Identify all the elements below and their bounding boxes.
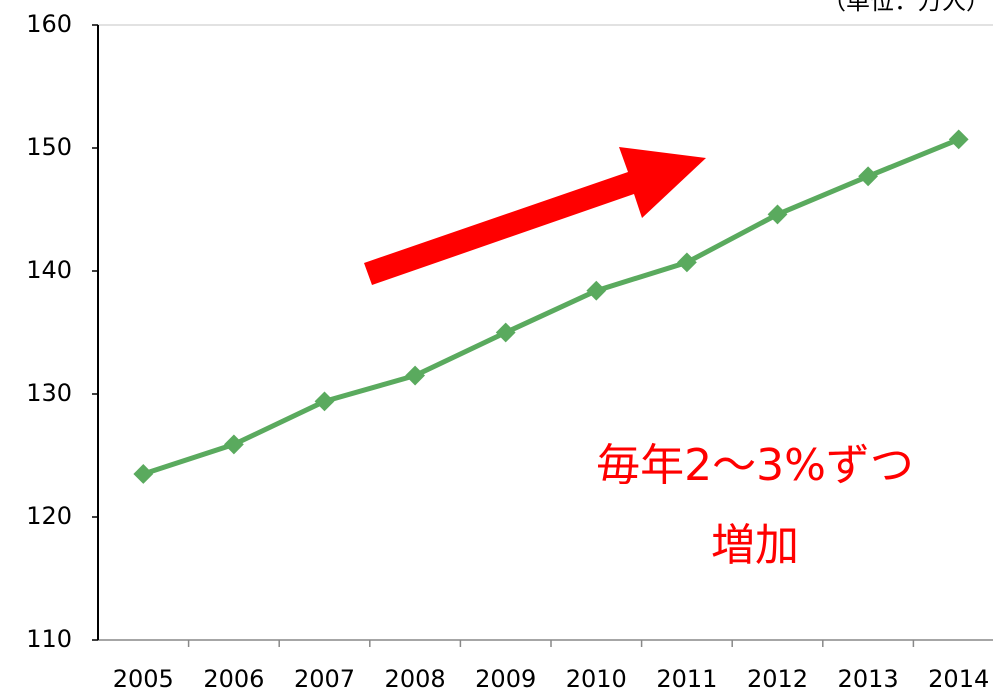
series-line xyxy=(142,137,960,477)
data-point xyxy=(767,204,788,225)
data-point xyxy=(495,322,516,343)
y-tick-label: 150 xyxy=(26,133,72,161)
x-tick-label: 2005 xyxy=(113,665,174,693)
trend-arrow xyxy=(364,147,706,285)
data-point xyxy=(314,391,335,412)
annotation: 増加 xyxy=(711,520,799,571)
x-tick-label: 2011 xyxy=(656,665,717,693)
x-tick-label: 2007 xyxy=(294,665,355,693)
x-tick-label: 2009 xyxy=(475,665,536,693)
x-tick-label: 2010 xyxy=(566,665,627,693)
y-tick-label: 120 xyxy=(26,502,72,530)
x-tick-label: 2006 xyxy=(203,665,264,693)
data-point xyxy=(405,365,425,386)
annotation: 毎年2〜3%ずつ xyxy=(596,440,914,491)
y-tick-label: 140 xyxy=(26,256,72,284)
y-tick-label: 160 xyxy=(26,10,72,38)
data-point xyxy=(677,252,697,273)
x-tick-label: 2014 xyxy=(928,665,989,693)
data-point xyxy=(586,280,607,301)
x-tick-label: 2013 xyxy=(838,665,899,693)
x-tick-label: 2012 xyxy=(747,665,808,693)
y-tick-label: 110 xyxy=(26,625,72,653)
data-point xyxy=(133,464,154,484)
y-tick-label: 130 xyxy=(26,379,72,407)
data-point xyxy=(224,434,244,455)
data-point xyxy=(948,129,969,150)
unit-label: （単位：万人） xyxy=(822,0,990,15)
x-tick-label: 2008 xyxy=(385,665,446,693)
data-point xyxy=(858,166,878,187)
